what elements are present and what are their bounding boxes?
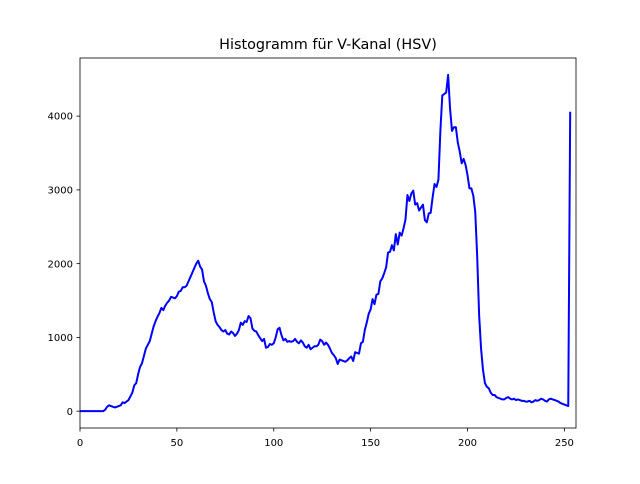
x-tick-label: 0 — [77, 438, 83, 449]
y-tick-label: 3000 — [48, 185, 73, 196]
x-tick-label: 50 — [171, 438, 184, 449]
series-line-V — [80, 73, 572, 413]
y-tick-label: 0 — [67, 407, 73, 418]
y-tick-label: 2000 — [48, 259, 73, 270]
chart-title: Histogramm für V-Kanal (HSV) — [219, 37, 437, 53]
y-tick-label: 4000 — [48, 112, 73, 123]
y-axis: 0 1000 2000 3000 4000 — [48, 112, 80, 418]
x-tick-label: 150 — [361, 438, 380, 449]
x-axis: 0 50 100 150 200 250 — [77, 428, 574, 449]
x-tick-label: 200 — [458, 438, 477, 449]
x-tick-label: 250 — [555, 438, 574, 449]
plot-area — [80, 73, 572, 413]
x-tick-label: 100 — [264, 438, 283, 449]
y-tick-label: 1000 — [48, 333, 73, 344]
axes-frame — [79, 57, 577, 429]
